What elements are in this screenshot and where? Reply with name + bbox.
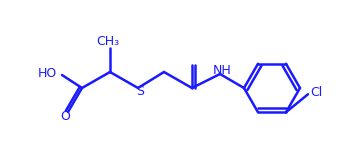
Text: NH: NH: [212, 64, 232, 76]
Text: HO: HO: [37, 66, 57, 80]
Text: Cl: Cl: [310, 86, 322, 99]
Text: CH₃: CH₃: [97, 35, 120, 47]
Text: S: S: [136, 85, 144, 97]
Text: O: O: [60, 111, 70, 123]
